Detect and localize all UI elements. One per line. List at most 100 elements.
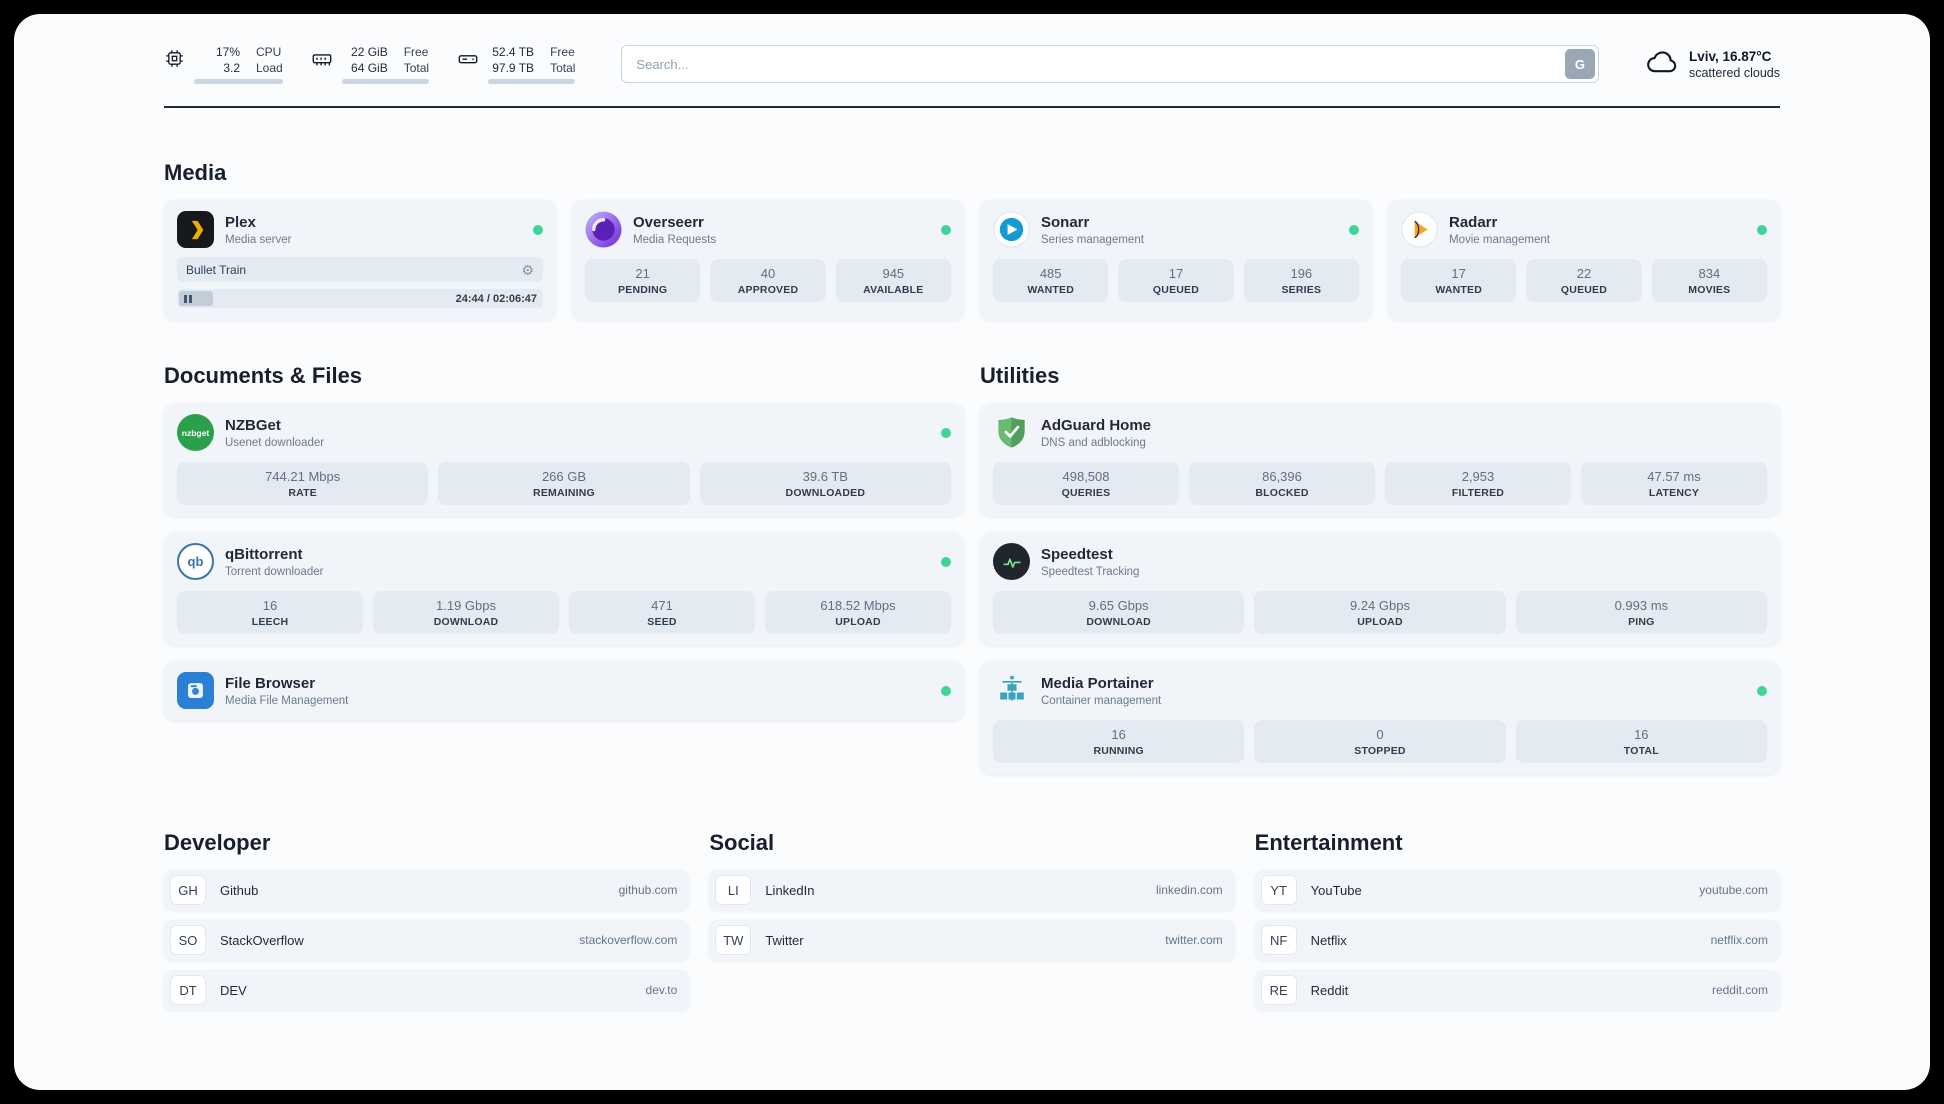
app-card-plex[interactable]: Plex Media server Bullet Train ⚙ 24:44 /… xyxy=(164,200,556,319)
stat-box: 9.65 Gbps DOWNLOAD xyxy=(993,591,1245,634)
stat-value: 16 xyxy=(1634,727,1649,742)
app-name: Sonarr xyxy=(1041,213,1090,231)
bookmark-twitter[interactable]: TW Twitter twitter.com xyxy=(709,920,1235,960)
app-card-radarr[interactable]: Radarr Movie management 17 WANTED 22 QUE… xyxy=(1388,200,1780,319)
app-subtitle: Media Requests xyxy=(633,233,717,246)
stat-value: 47.57 ms xyxy=(1647,469,1701,484)
bookmark-abbr: GH xyxy=(170,875,206,905)
cpu-load-value: 3.2 xyxy=(223,60,240,75)
stat-value: 40 xyxy=(760,266,776,281)
app-subtitle: Container management xyxy=(1041,694,1162,707)
stat-label: LATENCY xyxy=(1648,487,1700,499)
app-name: AdGuard Home xyxy=(1041,416,1152,434)
app-card-qbittorrent[interactable]: qb qBittorrent Torrent downloader 16 LEE… xyxy=(164,532,964,645)
bookmark-url: dev.to xyxy=(645,983,678,997)
app-subtitle: Speedtest Tracking xyxy=(1041,565,1140,578)
stat-value: 266 GB xyxy=(541,469,587,484)
bookmark-url: stackoverflow.com xyxy=(579,933,678,947)
bookmark-name: Netflix xyxy=(1310,932,1347,948)
stat-value: 9.24 Gbps xyxy=(1349,598,1410,613)
stat-box: 17 WANTED xyxy=(1401,259,1517,302)
section-title-entertainment: Entertainment xyxy=(1254,830,1403,855)
app-card-speedtest[interactable]: Speedtest Speedtest Tracking 9.65 Gbps D… xyxy=(980,532,1780,645)
cpu-usage-value: 17% xyxy=(215,44,240,59)
nzbget-icon: nzbget xyxy=(177,414,214,451)
cpu-chip-icon xyxy=(164,48,185,74)
bookmark-abbr: LI xyxy=(715,875,752,905)
app-subtitle: Media File Management xyxy=(225,694,349,707)
search-bar: G xyxy=(621,45,1599,83)
bookmark-name: Github xyxy=(220,882,259,898)
bookmark-reddit[interactable]: RE Reddit reddit.com xyxy=(1254,970,1780,1010)
stat-box: 945 AVAILABLE xyxy=(835,259,951,302)
stat-box: 86,396 BLOCKED xyxy=(1189,462,1375,505)
stat-box: 21 PENDING xyxy=(585,259,701,302)
disk-free-value: 52.4 TB xyxy=(492,44,535,59)
status-dot xyxy=(1349,224,1359,235)
stat-value: 0 xyxy=(1376,727,1384,742)
bookmark-dev[interactable]: DT DEV dev.to xyxy=(164,970,690,1010)
bookmark-name: YouTube xyxy=(1310,882,1362,898)
disk-progress-bar xyxy=(488,78,576,84)
app-subtitle: Torrent downloader xyxy=(225,565,324,578)
qbittorrent-icon-text: qb xyxy=(187,554,204,569)
app-card-overseerr[interactable]: Overseerr Media Requests 21 PENDING 40 A… xyxy=(572,200,964,319)
stat-value: 0.993 ms xyxy=(1614,598,1669,613)
utilities-column: Utilities AdGuard Home xyxy=(980,363,1780,774)
stat-box: 0 STOPPED xyxy=(1254,720,1506,763)
header-divider xyxy=(164,106,1780,108)
app-card-adguard[interactable]: AdGuard Home DNS and adblocking 498,508 … xyxy=(980,403,1780,516)
stat-box: 22 QUEUED xyxy=(1526,259,1642,302)
stat-value: 1.19 Gbps xyxy=(436,598,496,613)
stat-label: STOPPED xyxy=(1354,745,1406,757)
stat-label: UPLOAD xyxy=(835,616,881,628)
status-dot xyxy=(1757,685,1767,696)
overseerr-icon xyxy=(585,211,622,248)
disk-icon xyxy=(457,48,479,75)
bookmark-name: StackOverflow xyxy=(220,932,304,948)
bookmark-abbr: SO xyxy=(170,925,206,955)
app-card-nzbget[interactable]: nzbget NZBGet Usenet downloader 744.21 M… xyxy=(164,403,964,516)
bookmark-netflix[interactable]: NF Netflix netflix.com xyxy=(1254,920,1780,960)
pause-icon[interactable] xyxy=(179,291,213,306)
weather-widget: Lviv, 16.87°C scattered clouds xyxy=(1645,45,1780,84)
stat-box: 196 SERIES xyxy=(1243,259,1359,302)
playback-progress-bar[interactable]: 24:44 / 02:06:47 xyxy=(177,289,543,308)
stat-value: 485 xyxy=(1039,266,1062,281)
now-playing-bar: Bullet Train ⚙ xyxy=(177,257,543,282)
search-input[interactable] xyxy=(621,45,1599,83)
bookmark-youtube[interactable]: YT YouTube youtube.com xyxy=(1254,870,1780,910)
stat-box: 618.52 Mbps UPLOAD xyxy=(765,591,951,634)
bookmark-github[interactable]: GH Github github.com xyxy=(164,870,690,910)
speedtest-icon xyxy=(993,543,1030,580)
stat-value: 22 xyxy=(1576,266,1592,281)
bookmark-abbr: YT xyxy=(1260,875,1297,905)
stat-label: DOWNLOAD xyxy=(433,616,499,628)
top-bar: 17% 3.2 CPU Load xyxy=(164,36,1780,92)
stat-label: MOVIES xyxy=(1688,284,1731,296)
stat-box: 0.993 ms PING xyxy=(1515,591,1767,634)
middle-sections: Documents & Files nzbget NZBGet Usenet d… xyxy=(164,363,1780,774)
bookmark-abbr: TW xyxy=(715,925,752,955)
gear-icon[interactable]: ⚙ xyxy=(521,261,534,278)
stat-box: 2,953 FILTERED xyxy=(1385,462,1571,505)
app-card-portainer[interactable]: Media Portainer Container management 16 … xyxy=(980,661,1780,774)
bookmark-url: netflix.com xyxy=(1710,933,1768,947)
stat-label: QUEUED xyxy=(1560,284,1608,296)
search-engine-button[interactable]: G xyxy=(1564,49,1595,79)
app-subtitle: DNS and adblocking xyxy=(1041,436,1146,449)
app-name: File Browser xyxy=(225,674,316,692)
developer-column: Developer GH Github github.com SO StackO… xyxy=(164,830,690,1010)
stat-value: 945 xyxy=(882,266,905,281)
bookmark-abbr: RE xyxy=(1260,975,1297,1005)
stat-value: 16 xyxy=(262,598,278,613)
app-subtitle: Series management xyxy=(1041,233,1144,246)
app-card-filebrowser[interactable]: File Browser Media File Management xyxy=(164,661,964,720)
nzbget-icon-text: nzbget xyxy=(181,427,210,438)
bookmark-stackoverflow[interactable]: SO StackOverflow stackoverflow.com xyxy=(164,920,690,960)
bookmark-name: Reddit xyxy=(1310,982,1349,998)
stat-value: 196 xyxy=(1290,266,1313,281)
app-name: Media Portainer xyxy=(1041,674,1154,692)
app-card-sonarr[interactable]: Sonarr Series management 485 WANTED 17 Q… xyxy=(980,200,1372,319)
bookmark-linkedin[interactable]: LI LinkedIn linkedin.com xyxy=(709,870,1235,910)
